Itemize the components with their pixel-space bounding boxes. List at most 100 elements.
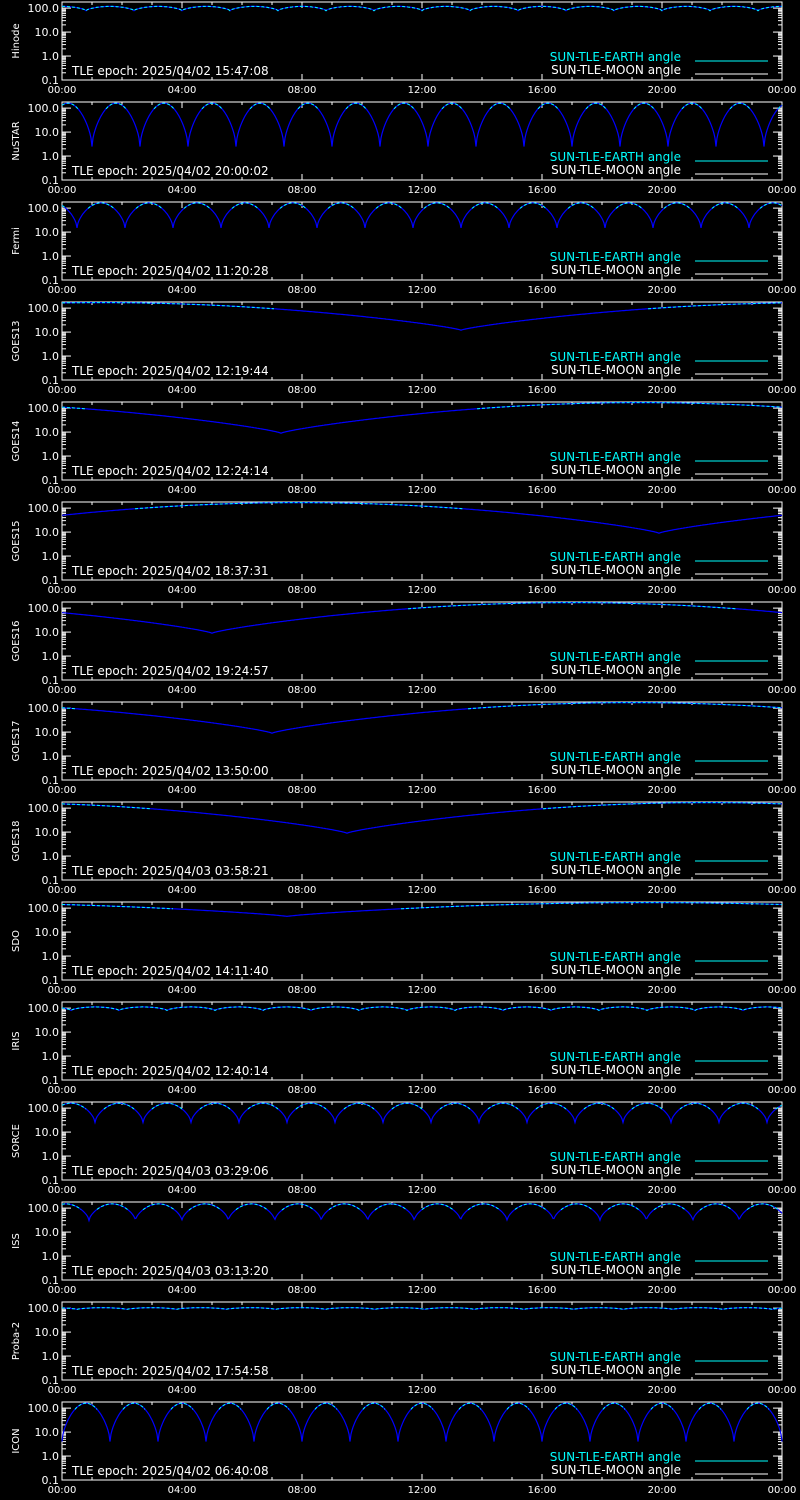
x-tick-label: 04:00 xyxy=(168,885,197,896)
chart-svg: 100.010.01.00.100:00 04:00 08:00 12:00 16:00… xyxy=(11,501,796,596)
legend-earth-label: SUN-TLE-EARTH angle xyxy=(550,1350,681,1364)
x-tick-label: 12:00 xyxy=(408,185,437,196)
x-tick-label: 12:00 xyxy=(408,285,437,296)
y-tick-label: 100.0 xyxy=(28,2,60,15)
x-tick-label: 12:00 xyxy=(408,685,437,696)
y-tick-label: 10.0 xyxy=(35,326,60,339)
plot-panel-goes18: 100.0 10.0 1.0 0.1 00:00 04:00 08:00 12:00 16:00… xyxy=(0,800,800,900)
chart-svg: 100.010.01.00.100:00 04:00 08:00 12:00 16:00… xyxy=(11,101,796,196)
sun-angle-curve xyxy=(62,802,782,834)
earth-angle-curve xyxy=(62,702,783,710)
x-tick-label: 00:00 xyxy=(768,885,797,896)
satellite-name: SDO xyxy=(11,930,22,952)
legend-moon-label: SUN-TLE-MOON angle xyxy=(551,963,681,977)
chart-svg: 100.010.01.00.100:00 04:00 08:00 12:00 16:00… xyxy=(11,1401,797,1496)
chart-svg: 100.010.01.00.100:00 04:00 08:00 12:00 16:00… xyxy=(11,1201,797,1296)
chart-svg: 100.010.01.00.100:00 04:00 08:00 12:00 16:00… xyxy=(11,301,796,396)
x-tick-label: 16:00 xyxy=(528,285,557,296)
y-tick-label: 0.1 xyxy=(42,374,60,387)
y-tick-label: 1.0 xyxy=(42,850,60,863)
y-tick-label: 0.1 xyxy=(42,1374,60,1387)
x-tick-label: 04:00 xyxy=(168,1085,197,1096)
legend-earth-label: SUN-TLE-EARTH angle xyxy=(550,350,681,364)
x-tick-label: 20:00 xyxy=(648,485,677,496)
x-tick-label: 08:00 xyxy=(288,1285,317,1296)
plot-panel-sdo: 100.0 10.0 1.0 0.1 00:00 04:00 08:00 12:00 16:00… xyxy=(0,900,800,1000)
x-tick-label: 04:00 xyxy=(168,1185,197,1196)
x-tick-label: 16:00 xyxy=(528,1385,557,1396)
x-tick-label: 00:00 xyxy=(768,1285,797,1296)
x-tick-label: 04:00 xyxy=(168,1485,197,1496)
legend-earth-label: SUN-TLE-EARTH angle xyxy=(550,1250,681,1264)
chart-svg: 100.010.01.00.100:00 04:00 08:00 12:00 16:00… xyxy=(11,601,796,696)
tle-epoch-label: TLE epoch: 2025/04/02 15:47:08 xyxy=(71,64,269,78)
legend-moon-label: SUN-TLE-MOON angle xyxy=(551,663,681,677)
tle-epoch-label: TLE epoch: 2025/04/02 14:11:40 xyxy=(71,964,269,978)
x-tick-label: 12:00 xyxy=(408,1285,437,1296)
x-tick-label: 04:00 xyxy=(168,1285,197,1296)
x-tick-label: 00:00 xyxy=(48,785,77,796)
x-tick-label: 00:00 xyxy=(768,1385,797,1396)
tle-epoch-label: TLE epoch: 2025/04/03 03:13:20 xyxy=(71,1264,269,1278)
x-tick-label: 20:00 xyxy=(648,985,677,996)
y-tick-label: 100.0 xyxy=(28,402,60,415)
x-tick-label: 00:00 xyxy=(768,985,797,996)
x-tick-label: 12:00 xyxy=(408,485,437,496)
x-tick-label: 04:00 xyxy=(168,785,197,796)
legend-moon-label: SUN-TLE-MOON angle xyxy=(551,63,681,77)
earth-angle-curve xyxy=(61,102,783,110)
plot-panel-nustar: 100.0 10.0 1.0 0.1 00:00 04:00 08:00 12:00 16:00… xyxy=(0,100,800,200)
legend-earth-label: SUN-TLE-EARTH angle xyxy=(550,750,681,764)
x-tick-label: 00:00 xyxy=(768,1185,797,1196)
sun-angle-curve xyxy=(61,102,783,147)
y-tick-label: 10.0 xyxy=(35,826,60,839)
x-tick-label: 16:00 xyxy=(528,785,557,796)
x-tick-label: 00:00 xyxy=(48,185,77,196)
plot-panel-fermi: 100.0 10.0 1.0 0.1 00:00 04:00 08:00 12:00 16:00… xyxy=(0,200,800,300)
earth-angle-curve xyxy=(74,1402,770,1410)
y-tick-label: 0.1 xyxy=(42,774,60,787)
y-tick-label: 1.0 xyxy=(42,1150,60,1163)
legend-earth-label: SUN-TLE-EARTH angle xyxy=(550,1150,681,1164)
y-tick-label: 1.0 xyxy=(42,650,60,663)
y-tick-label: 10.0 xyxy=(35,26,60,39)
x-tick-label: 00:00 xyxy=(768,1485,797,1496)
x-tick-label: 00:00 xyxy=(48,1085,77,1096)
tle-epoch-label: TLE epoch: 2025/04/03 03:58:21 xyxy=(71,864,269,878)
x-tick-label: 04:00 xyxy=(168,385,197,396)
legend-moon-label: SUN-TLE-MOON angle xyxy=(551,163,681,177)
x-tick-label: 08:00 xyxy=(288,785,317,796)
plot-panel-hinode: 100.0 10.0 1.0 0.1 00:00 04:00 08:00 12:00 16:00… xyxy=(0,0,800,100)
y-tick-label: 1.0 xyxy=(42,1250,60,1263)
x-tick-label: 12:00 xyxy=(408,885,437,896)
satellite-name: GOES15 xyxy=(11,520,22,561)
earth-angle-curve xyxy=(62,402,783,410)
satellite-name: ISS xyxy=(11,1233,22,1249)
x-tick-label: 16:00 xyxy=(528,1285,557,1296)
x-tick-label: 04:00 xyxy=(168,985,197,996)
x-tick-label: 00:00 xyxy=(768,85,797,96)
y-tick-label: 0.1 xyxy=(42,574,60,587)
plot-panel-goes13: 100.0 10.0 1.0 0.1 00:00 04:00 08:00 12:00 16:00… xyxy=(0,300,800,400)
x-tick-label: 04:00 xyxy=(168,1385,197,1396)
x-tick-label: 00:00 xyxy=(48,685,77,696)
y-tick-label: 1.0 xyxy=(42,750,60,763)
x-tick-label: 04:00 xyxy=(168,85,197,96)
x-tick-label: 00:00 xyxy=(768,1085,797,1096)
y-tick-label: 100.0 xyxy=(28,302,60,315)
x-tick-label: 16:00 xyxy=(528,1185,557,1196)
plot-panel-proba-2: 100.0 10.0 1.0 0.1 00:00 04:00 08:00 12:00 16:00… xyxy=(0,1300,800,1400)
x-tick-label: 16:00 xyxy=(528,185,557,196)
x-tick-label: 12:00 xyxy=(408,1485,437,1496)
x-tick-label: 16:00 xyxy=(528,1485,557,1496)
x-tick-label: 08:00 xyxy=(288,285,317,296)
legend-earth-label: SUN-TLE-EARTH angle xyxy=(550,1050,681,1064)
y-tick-label: 100.0 xyxy=(28,102,60,115)
legend-moon-label: SUN-TLE-MOON angle xyxy=(551,463,681,477)
y-tick-label: 10.0 xyxy=(35,1026,60,1039)
y-tick-label: 1.0 xyxy=(42,950,60,963)
plot-panel-icon: 100.0 10.0 1.0 0.1 00:00 04:00 08:00 12:00 16:00… xyxy=(0,1400,800,1500)
earth-angle-curve xyxy=(61,1006,783,1011)
y-tick-label: 100.0 xyxy=(28,602,60,615)
